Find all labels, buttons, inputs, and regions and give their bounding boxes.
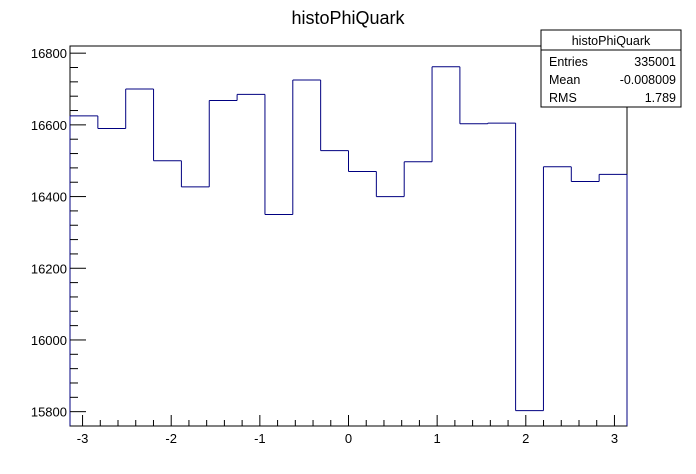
- stats-rms-label: RMS: [549, 91, 577, 105]
- y-tick-label: 16000: [31, 333, 67, 348]
- x-tick-label: -2: [165, 431, 177, 446]
- y-tick-label: 15800: [31, 405, 67, 420]
- stats-box-title: histoPhiQuark: [572, 34, 651, 48]
- stats-entries-value: 335001: [634, 55, 676, 69]
- histogram-series: [69, 66, 628, 426]
- stats-entries-label: Entries: [549, 55, 588, 69]
- axes: -3 -2 -1 0 1 2 3 15800 16000 16200 16400 16600 16800: [31, 46, 618, 446]
- x-tick-label: 1: [434, 431, 441, 446]
- chart-title: histoPhiQuark: [291, 8, 405, 28]
- y-tick-label: 16800: [31, 46, 67, 61]
- y-tick-label: 16400: [31, 190, 67, 205]
- x-tick-label: -3: [77, 431, 89, 446]
- x-tick-label: 3: [611, 431, 618, 446]
- stats-box: histoPhiQuark Entries 335001 Mean -0.008…: [540, 29, 682, 108]
- y-tick-label: 16600: [31, 118, 67, 133]
- x-tick-label: -1: [254, 431, 266, 446]
- stats-box-border: [540, 29, 682, 108]
- stats-mean-label: Mean: [549, 73, 580, 87]
- x-tick-label: 2: [522, 431, 529, 446]
- y-tick-label: 16200: [31, 261, 67, 276]
- x-tick-label: 0: [345, 431, 352, 446]
- stats-rms-value: 1.789: [645, 91, 676, 105]
- stats-mean-value: -0.008009: [620, 73, 676, 87]
